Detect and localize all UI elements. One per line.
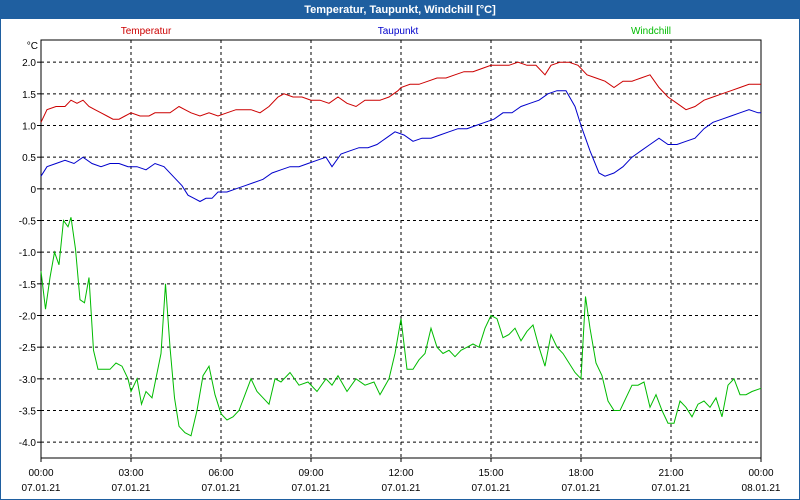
y-tick-label: -0.5 [19, 217, 37, 228]
x-tick-label-time: 12:00 [388, 468, 413, 479]
y-tick-label: 2.0 [22, 58, 36, 69]
window-title: Temperatur, Taupunkt, Windchill [°C] [1, 1, 799, 19]
y-axis-label: °C [27, 41, 38, 52]
x-tick-label-date: 07.01.21 [202, 483, 241, 494]
x-tick-label-date: 07.01.21 [22, 483, 61, 494]
x-tick-label-time: 21:00 [658, 468, 683, 479]
series-line-taupunkt [40, 90, 761, 203]
x-tick-label-time: 03:00 [118, 468, 143, 479]
series-line-temperatur [40, 61, 761, 123]
legend-temperatur: Temperatur [121, 26, 172, 37]
y-tick-label: -4.0 [19, 438, 37, 449]
x-tick-label-time: 00:00 [748, 468, 773, 479]
x-tick-label-time: 09:00 [298, 468, 323, 479]
x-tick-label-date: 08.01.21 [742, 483, 781, 494]
x-tick-label-date: 07.01.21 [562, 483, 601, 494]
y-tick-label: -3.5 [19, 407, 37, 418]
y-tick-label: 1.5 [22, 90, 36, 101]
x-tick-label-date: 07.01.21 [652, 483, 691, 494]
x-tick-label-time: 18:00 [568, 468, 593, 479]
x-tick-label-time: 06:00 [208, 468, 233, 479]
series-line-windchill [40, 217, 762, 437]
legend-windchill: Windchill [631, 26, 671, 37]
x-tick-label-date: 07.01.21 [472, 483, 511, 494]
legend-taupunkt: Taupunkt [378, 26, 419, 37]
y-tick-label: -3.0 [19, 375, 37, 386]
x-tick-label-date: 07.01.21 [382, 483, 421, 494]
y-tick-label: -1.5 [19, 280, 37, 291]
x-tick-label-time: 15:00 [478, 468, 503, 479]
y-tick-label: -2.0 [19, 312, 37, 323]
chart-svg: 2.0 1.5 1.0 0.5 0 -0.5 -1.0 -1.5 -2.0 -2.5 -3.0 -3.… [19, 26, 781, 494]
y-tick-label: 0 [30, 185, 36, 196]
x-tick-label-date: 07.01.21 [112, 483, 151, 494]
x-tick-label-time: 00:00 [28, 468, 53, 479]
y-tick-label: 0.5 [22, 153, 36, 164]
y-tick-label: -1.0 [19, 248, 37, 259]
y-tick-label: 1.0 [22, 122, 36, 133]
y-tick-label: -2.5 [19, 343, 37, 354]
x-tick-label-date: 07.01.21 [292, 483, 331, 494]
